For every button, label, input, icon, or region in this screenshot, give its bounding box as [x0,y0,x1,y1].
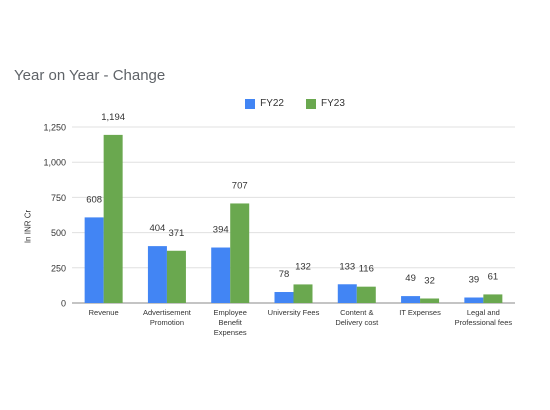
x-tick-label: Legal and Professional fees [455,308,513,327]
x-tick-label: Revenue [89,308,119,317]
y-tick-label: 1,250 [43,123,66,133]
bar-fy22 [84,217,104,303]
y-tick-label: 500 [51,228,66,238]
data-label-fy22: 394 [213,225,229,236]
bar-fy23 [166,250,186,303]
data-label-fy22: 39 [469,275,480,286]
y-tick-label: 0 [61,299,66,309]
legend-swatch-fy22 [245,98,256,109]
bar-fy22 [274,292,294,303]
bar-fy23 [483,294,503,303]
x-tick-label: University Fees [268,308,320,317]
chart-title: Year on Year - Change [14,67,166,84]
bar-fy22 [147,246,167,303]
bar-fy23 [356,286,376,303]
x-tick-label: Content & Delivery cost [335,308,379,327]
bar-fy22 [211,247,231,303]
bar-fy23 [293,284,313,303]
x-tick-label-line: Content & [340,308,373,317]
data-label-fy22: 78 [279,269,290,280]
x-tick-label: Employee Benefit Expenses [214,308,247,337]
x-tick-label-line: Benefit [219,318,243,327]
x-tick-label-line: Professional fees [455,318,513,327]
legend-item-fy22: FY22 [245,98,284,109]
data-label-fy22: 608 [86,194,102,205]
data-label-fy23: 116 [359,264,374,275]
x-tick-label-line: Employee [214,308,247,317]
data-label-fy22: 404 [149,223,165,234]
x-tick-label-line: Legal and [467,308,500,317]
data-label-fy23: 32 [424,275,435,286]
x-tick-label-line: Revenue [89,308,119,317]
data-label-fy23: 371 [168,228,184,239]
x-tick-label-line: IT Expenses [399,308,441,317]
legend-swatch-fy23 [306,98,316,109]
bar-fy22 [464,297,484,303]
bar-fy23 [420,298,440,303]
data-label-fy23: 132 [295,261,311,272]
bar-fy23 [230,203,250,303]
x-tick-label-line: University Fees [268,308,320,317]
data-label-fy22: 133 [339,261,355,272]
x-tick-label-line: Delivery cost [335,318,379,327]
y-tick-label: 1,000 [43,158,66,168]
legend: FY22 FY23 [0,98,550,109]
data-label-fy23: 1,194 [101,112,125,123]
data-label-fy23: 707 [232,180,248,191]
y-tick-label: 750 [51,193,66,203]
bar-fy22 [401,296,421,303]
bar-fy23 [103,134,123,303]
data-label-fy23: 61 [488,271,499,282]
y-tick-label: 250 [51,263,66,273]
legend-label-fy22: FY22 [260,98,284,109]
x-tick-label: IT Expenses [399,308,441,317]
x-tick-label-line: Advertisement [143,308,192,317]
legend-label-fy23: FY23 [321,98,345,109]
bar-fy22 [337,284,357,303]
x-tick-label-line: Promotion [150,318,184,327]
data-label-fy22: 49 [405,273,416,284]
legend-item-fy23: FY23 [306,98,345,109]
x-tick-label: Advertisement Promotion [143,308,192,327]
x-tick-label-line: Expenses [214,328,247,337]
